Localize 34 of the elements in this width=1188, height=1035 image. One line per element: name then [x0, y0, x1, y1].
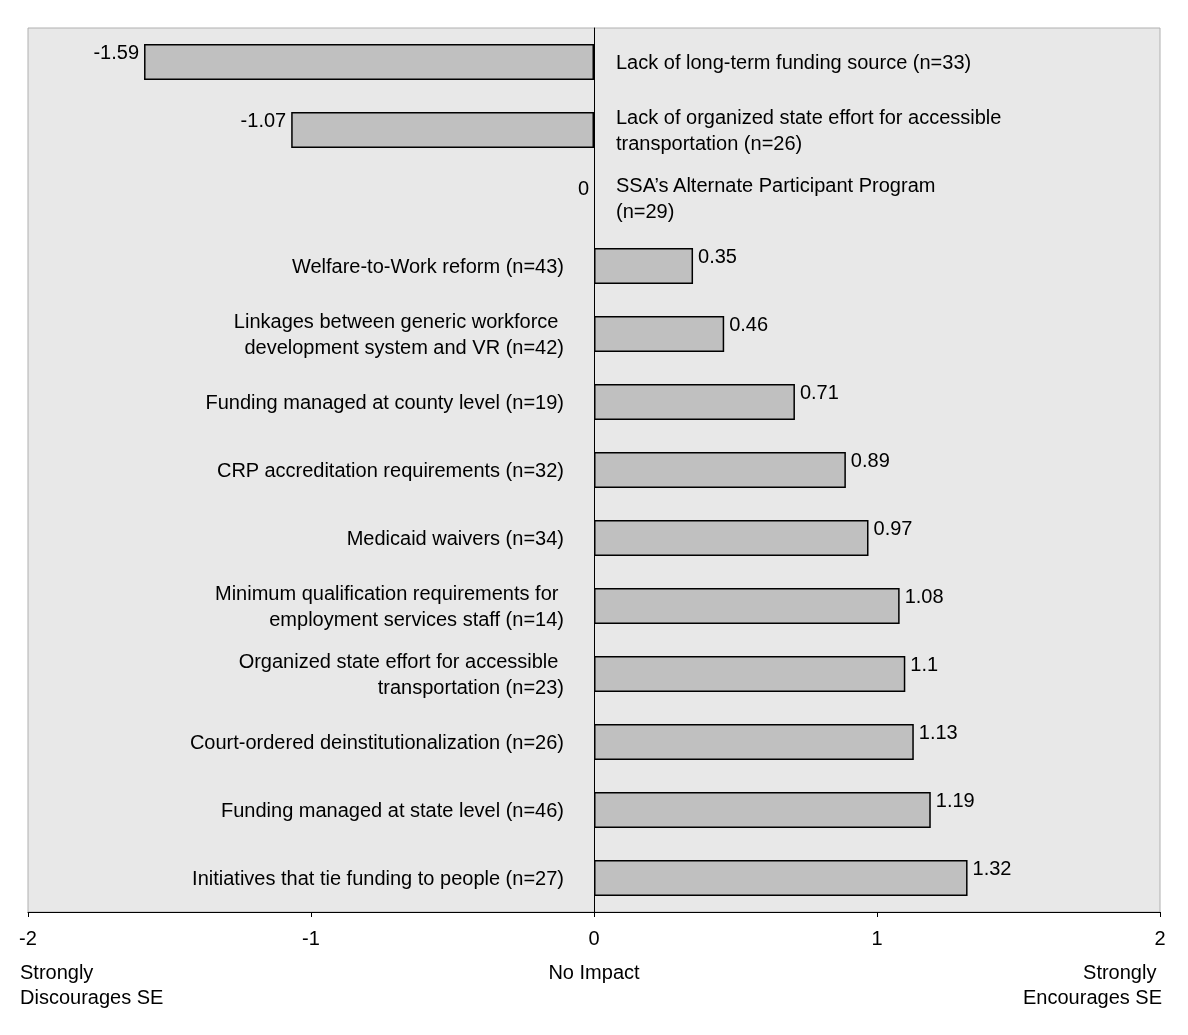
data-label: 1.32	[972, 857, 1012, 879]
y-tick-label: Welfare-to-Work reform (n=43)	[291, 255, 564, 277]
data-label: 1.19	[935, 789, 975, 811]
x-tick-label: -1	[302, 927, 320, 949]
data-label: -1.59	[93, 41, 140, 63]
text: Strongly Encourages SE	[1023, 960, 1162, 1008]
text: No Impact	[548, 960, 641, 983]
text: Strongly Discourages SE	[20, 960, 164, 1008]
data-label: 0.71	[799, 381, 839, 403]
x-tick-label: 0	[588, 927, 600, 949]
y-tick-label: CRP accreditation requirements (n=32)	[216, 459, 564, 481]
data-label: 0.97	[873, 517, 913, 539]
data-label: 1.1	[910, 653, 939, 675]
x-tick-label: 1	[871, 927, 883, 949]
data-label: 1.08	[904, 585, 944, 607]
data-label: 1.13	[918, 721, 958, 743]
data-label: 0.89	[850, 449, 890, 471]
y-tick-label: Organized state effort for accessible transportation (n=23)	[238, 650, 564, 698]
data-label: 0.35	[698, 245, 737, 267]
y-tick-label: Lack of long-term funding source (n=33)	[616, 51, 972, 73]
y-tick-label: Initiatives that tie funding to people (n=27)	[192, 867, 564, 889]
y-tick-label: Linkages between generic workforce development system and VR (n=42)	[233, 310, 564, 358]
y-tick-label: Medicaid waivers (n=34)	[346, 527, 564, 549]
y-tick-label: Funding managed at county level (n=19)	[205, 391, 564, 413]
y-tick-label: Funding managed at state level (n=46)	[221, 799, 564, 821]
y-tick-label: Minimum qualification requirements for employment services staff (n=14)	[214, 582, 564, 630]
data-label: 0	[577, 177, 589, 199]
y-tick-label: SSA’s Alternate Participant Program (n=29)	[616, 174, 941, 222]
y-tick-label: Lack of organized state effort for accessible transportation (n=26)	[616, 106, 1007, 154]
y-tick-label: Court-ordered deinstitutionalization (n=26)	[189, 731, 564, 753]
data-label: -1.07	[240, 109, 287, 131]
data-label: 0.46	[729, 313, 769, 335]
x-tick-label: 2	[1154, 927, 1166, 949]
x-tick-label: -2	[19, 927, 37, 949]
